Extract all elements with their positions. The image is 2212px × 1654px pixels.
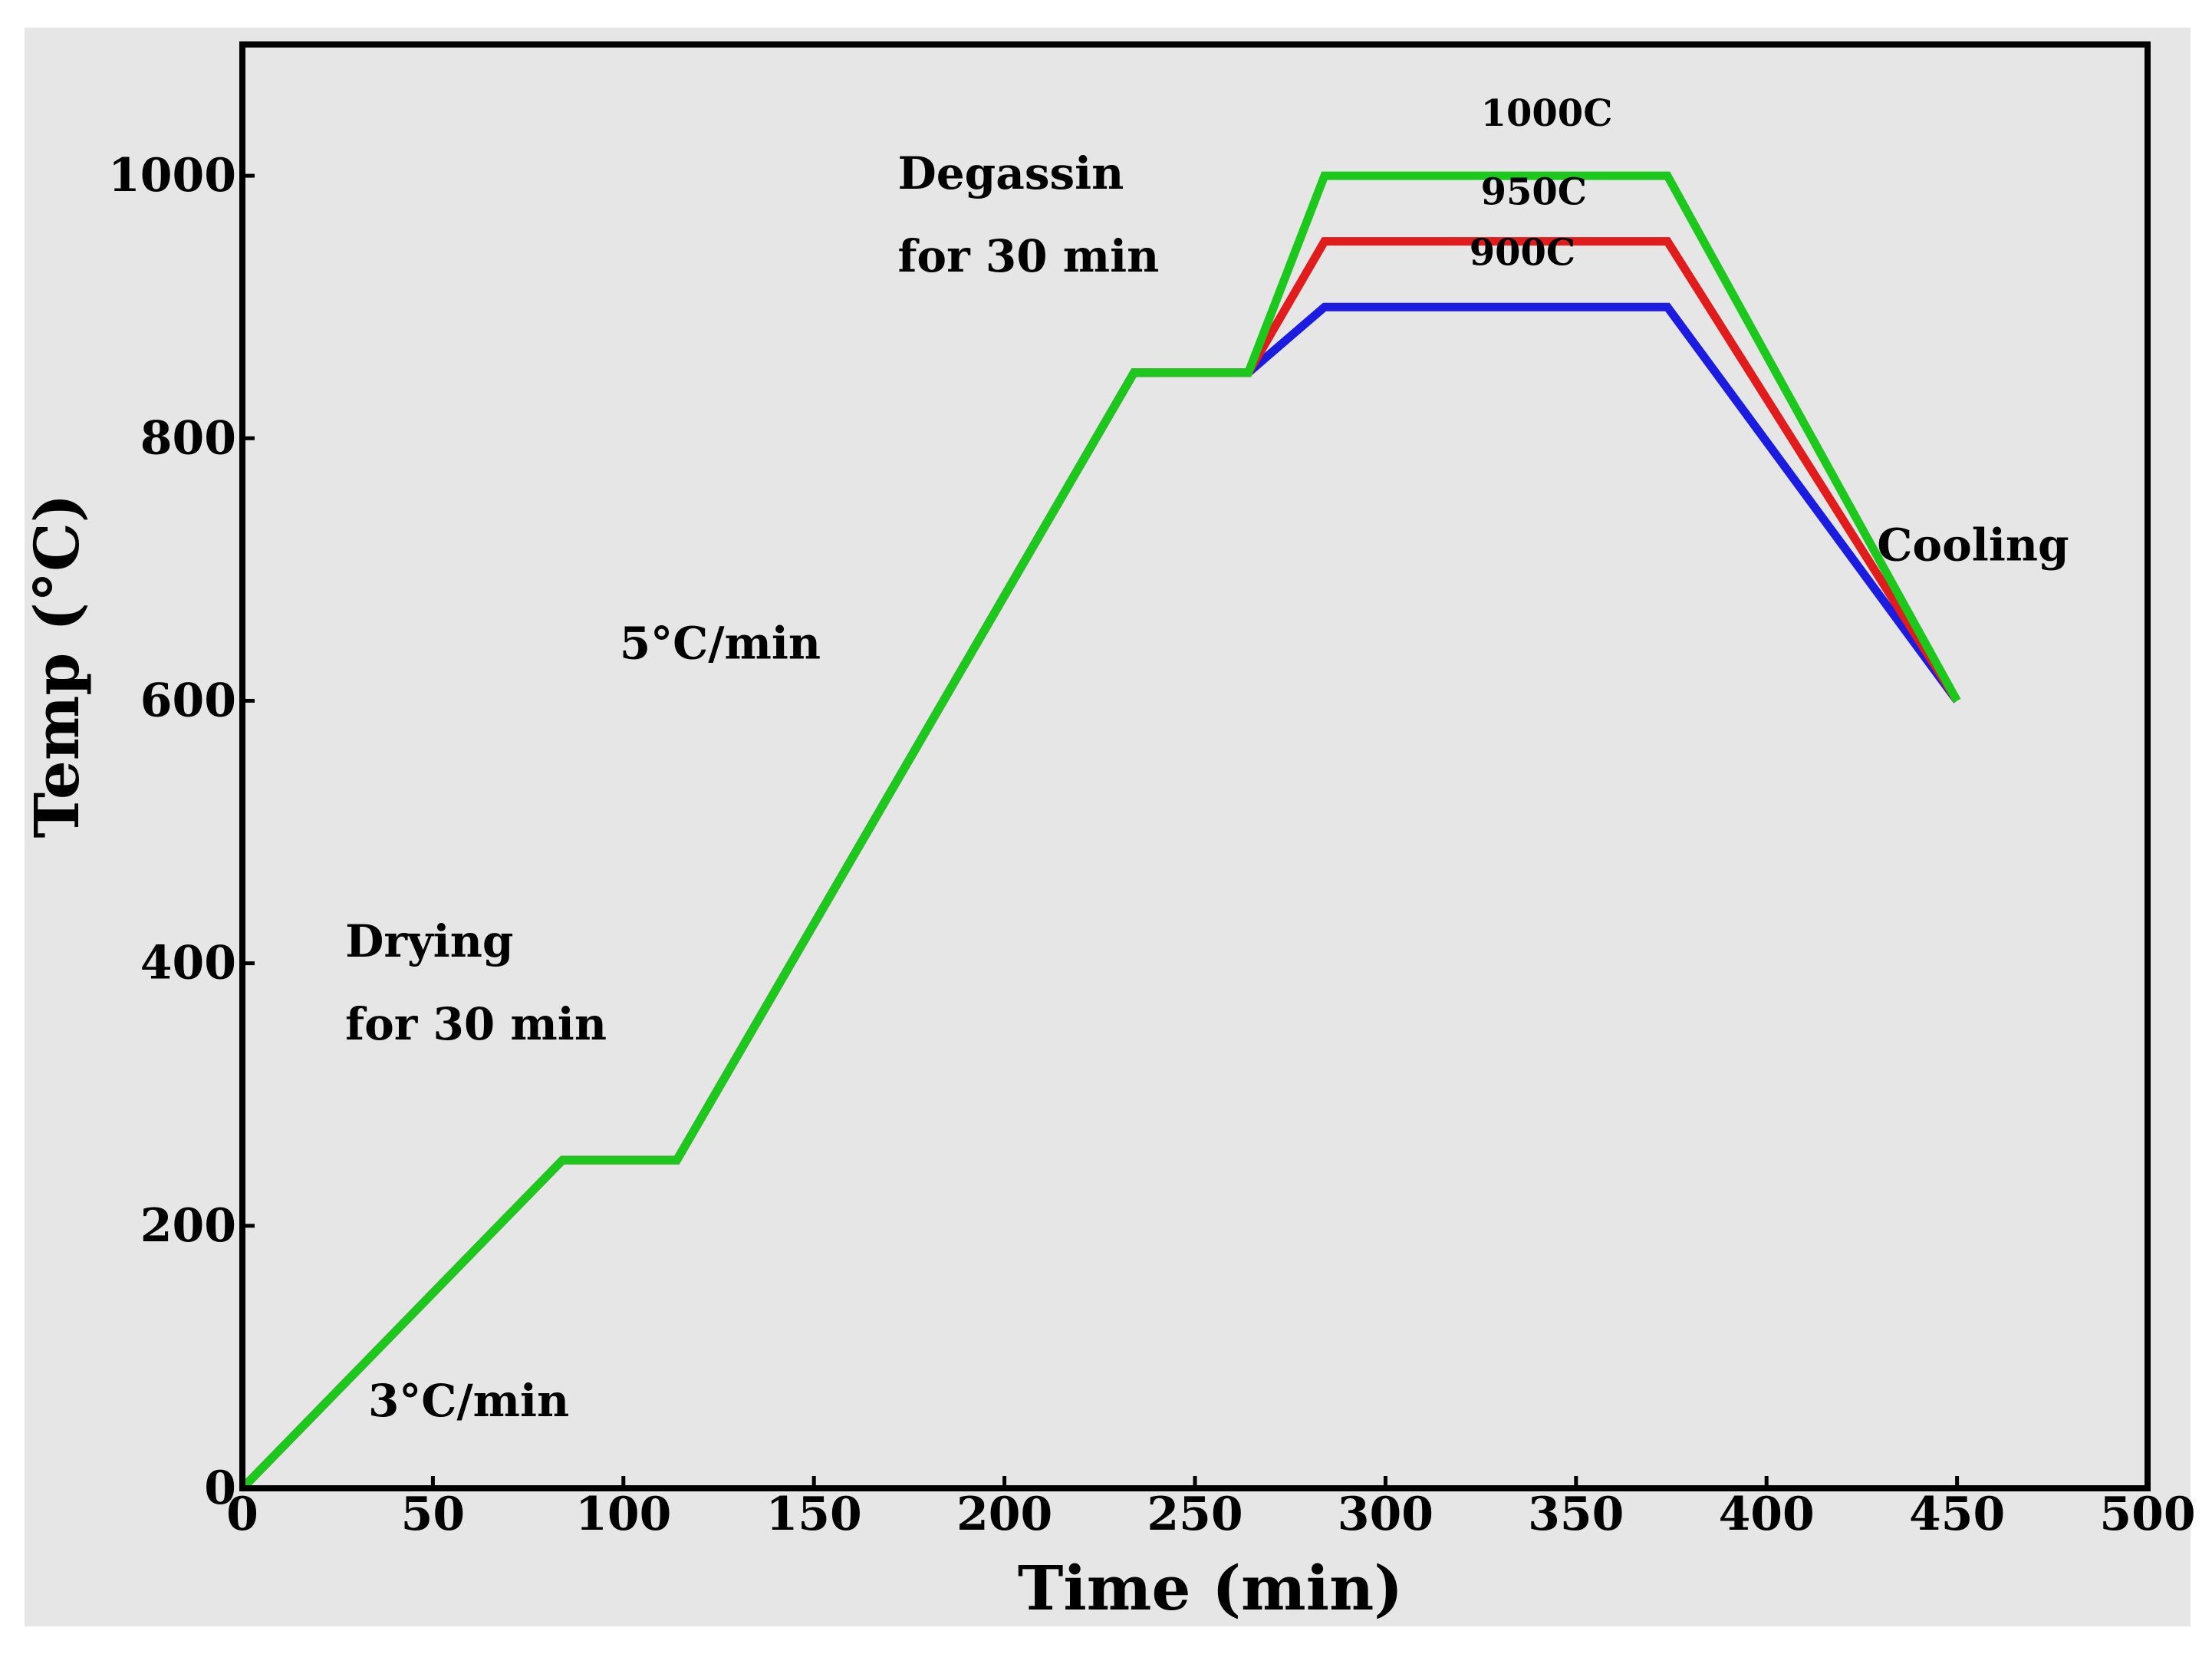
plot-layer: 0 50 100 150 200 250 300 350 400 450 500 0 200 400 600…: [108, 41, 2196, 1541]
x-tick-label: 450: [1909, 1488, 2005, 1541]
x-tick-label: 200: [956, 1488, 1052, 1541]
y-tick-label: 200: [140, 1199, 236, 1253]
y-tick-label: 400: [140, 937, 236, 990]
annotation: for 30 min: [897, 230, 1159, 282]
series-label: 1000C: [1481, 92, 1613, 135]
y-tick-label: 600: [140, 674, 236, 727]
annotation: for 30 min: [345, 998, 607, 1050]
x-tick-label: 0: [226, 1488, 258, 1541]
y-tick-label: 800: [140, 411, 236, 465]
x-tick-label: 150: [766, 1488, 862, 1541]
annotation: 3°C/min: [368, 1375, 569, 1427]
y-tick-label: 1000: [108, 149, 236, 203]
annotation: Degassin: [897, 147, 1124, 199]
x-tick-label: 100: [575, 1488, 671, 1541]
series-line-1000c: [239, 171, 1961, 1491]
y-tick-label: 0: [204, 1461, 236, 1515]
x-tick-label: 300: [1338, 1488, 1434, 1541]
annotation: Cooling: [1877, 519, 2069, 571]
annotation: 5°C/min: [620, 618, 821, 670]
figure-background: [25, 28, 2191, 1626]
x-tick-label: 500: [2099, 1488, 2195, 1541]
annotation: Drying: [345, 915, 513, 967]
x-tick-label: 350: [1528, 1488, 1624, 1541]
series-label: 900C: [1470, 231, 1575, 274]
series-label: 950C: [1481, 171, 1587, 214]
x-axis-title: Time (min): [1018, 1552, 1403, 1624]
x-tick-label: 400: [1719, 1488, 1815, 1541]
x-tick-label: 250: [1147, 1488, 1243, 1541]
y-axis-title: Temp (°C): [21, 493, 93, 838]
x-tick-label: 50: [401, 1488, 466, 1541]
